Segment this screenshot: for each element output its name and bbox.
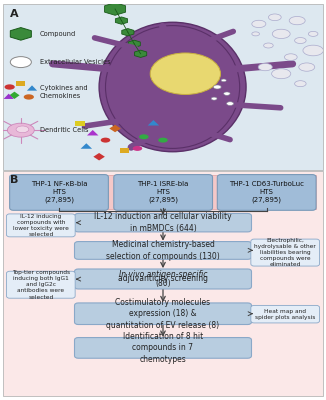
Text: Medicinal chemistry-based
selection of compounds (130): Medicinal chemistry-based selection of c…	[106, 240, 220, 261]
FancyBboxPatch shape	[75, 303, 251, 324]
Circle shape	[308, 31, 318, 36]
Circle shape	[133, 146, 142, 151]
Polygon shape	[105, 3, 126, 15]
Polygon shape	[135, 50, 147, 58]
Circle shape	[5, 84, 15, 90]
FancyBboxPatch shape	[75, 338, 251, 358]
Polygon shape	[27, 85, 37, 91]
Polygon shape	[122, 28, 134, 36]
Polygon shape	[148, 120, 159, 126]
FancyBboxPatch shape	[16, 81, 25, 86]
Text: Costimulatory molecules
expression (18) &
quantitation of EV release (8): Costimulatory molecules expression (18) …	[106, 298, 220, 330]
Text: THP-1 ISRE-bla
HTS
(27,895): THP-1 ISRE-bla HTS (27,895)	[138, 182, 189, 204]
Circle shape	[252, 20, 266, 28]
FancyBboxPatch shape	[120, 148, 129, 152]
Polygon shape	[10, 28, 31, 40]
Text: THP-1 NF-κB-bla
HTS
(27,895): THP-1 NF-κB-bla HTS (27,895)	[31, 182, 87, 204]
Polygon shape	[9, 92, 20, 99]
FancyBboxPatch shape	[251, 239, 319, 266]
Circle shape	[272, 69, 291, 79]
Circle shape	[7, 123, 34, 137]
FancyBboxPatch shape	[251, 306, 319, 323]
Text: Heat map and
spider plots analysis: Heat map and spider plots analysis	[255, 308, 315, 320]
Polygon shape	[4, 94, 14, 99]
Circle shape	[299, 63, 315, 71]
Circle shape	[258, 64, 272, 71]
FancyBboxPatch shape	[75, 269, 251, 289]
Polygon shape	[93, 153, 105, 160]
Circle shape	[227, 102, 234, 106]
FancyBboxPatch shape	[217, 174, 316, 210]
Circle shape	[295, 81, 306, 87]
FancyBboxPatch shape	[7, 214, 75, 237]
FancyBboxPatch shape	[3, 4, 323, 170]
Text: Extracellular Vesicles: Extracellular Vesicles	[40, 59, 111, 65]
Text: (80): (80)	[155, 279, 171, 288]
Text: A: A	[10, 9, 18, 19]
Text: IL-12 inducing
compounds with
lower toxicity were
selected: IL-12 inducing compounds with lower toxi…	[13, 214, 69, 237]
Circle shape	[264, 43, 273, 48]
Polygon shape	[115, 17, 127, 24]
Polygon shape	[128, 40, 140, 48]
Circle shape	[158, 138, 168, 143]
Circle shape	[101, 138, 110, 143]
Circle shape	[284, 54, 297, 60]
Circle shape	[214, 85, 221, 89]
FancyBboxPatch shape	[3, 171, 323, 396]
Polygon shape	[109, 125, 121, 132]
Circle shape	[272, 29, 290, 38]
Text: IL-12 induction and cellular viability
in mBMDCs (644): IL-12 induction and cellular viability i…	[94, 212, 232, 233]
FancyBboxPatch shape	[10, 174, 316, 210]
Text: Identification of 8 hit
compounds in 7
chemotypes: Identification of 8 hit compounds in 7 c…	[123, 332, 203, 364]
Circle shape	[289, 16, 305, 25]
Text: Dendritic Cells: Dendritic Cells	[40, 127, 88, 133]
Text: In vivo antigen-specific: In vivo antigen-specific	[119, 270, 207, 279]
Text: adjuvanticity screening: adjuvanticity screening	[118, 274, 208, 284]
FancyBboxPatch shape	[10, 174, 108, 210]
Text: B: B	[10, 174, 18, 184]
Circle shape	[24, 94, 34, 100]
Circle shape	[295, 38, 306, 44]
Text: Compound: Compound	[40, 31, 76, 37]
Circle shape	[16, 126, 29, 133]
Circle shape	[139, 134, 149, 139]
FancyBboxPatch shape	[7, 271, 75, 298]
FancyBboxPatch shape	[75, 121, 85, 126]
Circle shape	[10, 57, 31, 68]
Text: THP-1 CD63-TurboLuc
HTS
(27,895): THP-1 CD63-TurboLuc HTS (27,895)	[229, 182, 304, 204]
Ellipse shape	[106, 26, 240, 148]
Text: Top-tier compounds
inducing both IgG1
and IgG2c
antibodies were
selected: Top-tier compounds inducing both IgG1 an…	[12, 270, 70, 300]
FancyBboxPatch shape	[75, 242, 251, 259]
Circle shape	[224, 92, 230, 95]
Text: Electrophilic,
hydrolysable & other
liabilities bearing
compounds were
eliminate: Electrophilic, hydrolysable & other liab…	[254, 238, 316, 268]
Ellipse shape	[99, 22, 246, 152]
Circle shape	[252, 32, 259, 36]
FancyBboxPatch shape	[75, 214, 251, 232]
Polygon shape	[81, 143, 92, 149]
Circle shape	[268, 14, 281, 20]
Circle shape	[211, 97, 217, 100]
Text: Cytokines and
Chemokines: Cytokines and Chemokines	[40, 85, 88, 99]
Circle shape	[221, 79, 226, 82]
Ellipse shape	[150, 53, 220, 94]
Circle shape	[303, 45, 323, 56]
FancyBboxPatch shape	[114, 174, 213, 210]
Polygon shape	[87, 130, 98, 136]
